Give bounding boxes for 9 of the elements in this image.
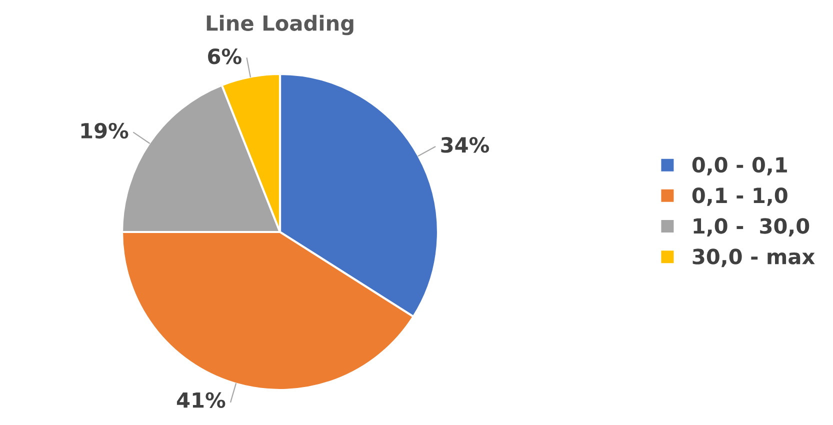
- data-label: 19%: [81, 122, 128, 139]
- data-label: 6%: [208, 48, 242, 64]
- legend-label: 30,0 - max: [692, 248, 815, 268]
- legend-label: 0,0 - 0,1: [692, 156, 787, 176]
- data-label: 34%: [441, 137, 490, 153]
- legend-label: 0,1 - 1,0: [692, 187, 788, 206]
- data-label: 41%: [176, 392, 226, 408]
- legend-label: 1,0 - 30,0: [694, 218, 810, 236]
- chart-title: Line Loading: [206, 14, 354, 36]
